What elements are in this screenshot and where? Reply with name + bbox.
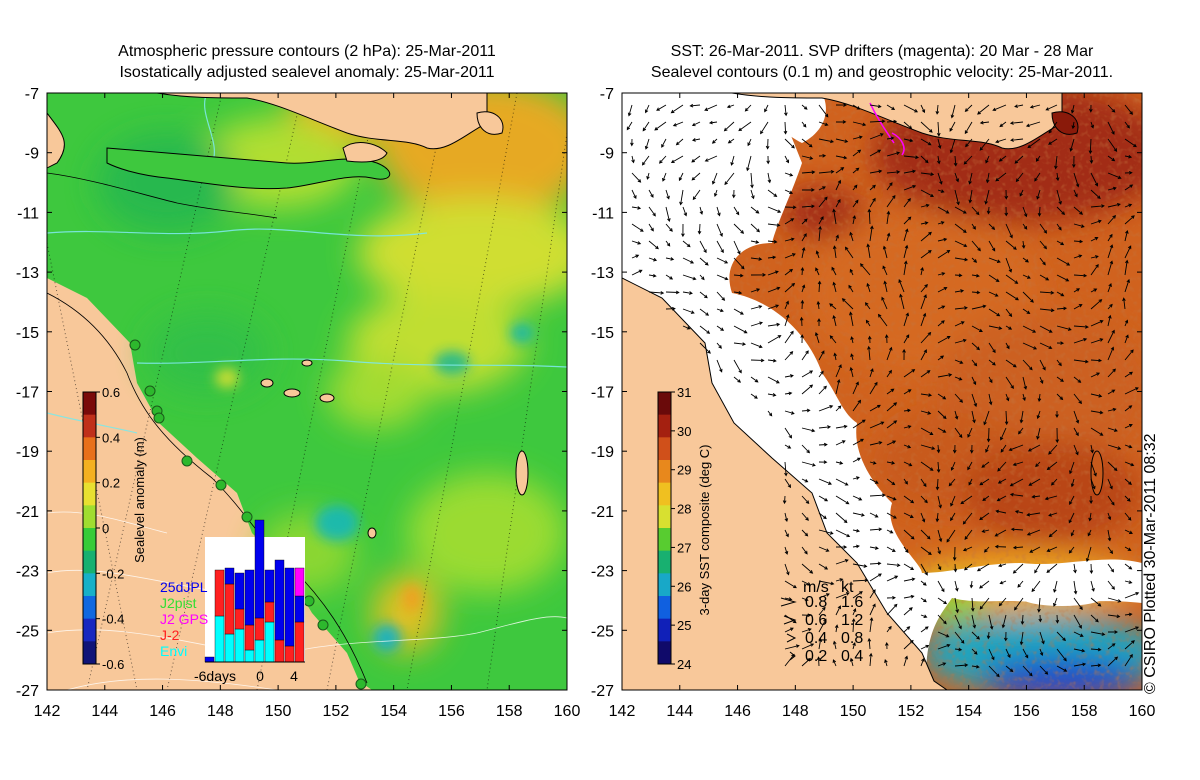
x-tick-label: 154 <box>955 703 982 720</box>
y-tick-label: -7 <box>25 86 39 103</box>
y-tick-label: -19 <box>591 444 614 461</box>
y-tick-label: -27 <box>591 683 614 700</box>
x-tick-label: 146 <box>149 703 176 720</box>
y-tick-label: -15 <box>16 325 39 342</box>
x-tick-label: 150 <box>265 703 292 720</box>
x-tick-label: 148 <box>207 703 234 720</box>
x-tick-label: 152 <box>898 703 925 720</box>
x-tick-label: 142 <box>609 703 636 720</box>
y-tick-label: -13 <box>16 265 39 282</box>
x-tick-label: 160 <box>1129 703 1156 720</box>
right-title-line1: SST: 26-Mar-2011. SVP drifters (magenta)… <box>670 43 1094 60</box>
y-tick-label: -9 <box>25 146 39 163</box>
y-tick-label: -9 <box>600 146 614 163</box>
left-title-line2: Isostatically adjusted sealevel anomaly:… <box>119 64 495 81</box>
x-tick-label: 156 <box>1013 703 1040 720</box>
y-tick-label: -13 <box>591 265 614 282</box>
y-tick-label: -7 <box>600 86 614 103</box>
left-title-line1: Atmospheric pressure contours (2 hPa): 2… <box>118 43 496 60</box>
x-tick-label: 160 <box>554 703 581 720</box>
y-tick-label: -21 <box>591 504 614 521</box>
y-tick-label: -11 <box>592 205 614 222</box>
y-tick-label: -15 <box>591 325 614 342</box>
y-tick-label: -19 <box>16 444 39 461</box>
credit-text: © CSIRO Plotted 30-Mar-2011 08:32 <box>1142 433 1159 694</box>
y-tick-label: -23 <box>16 564 39 581</box>
y-tick-label: -23 <box>591 564 614 581</box>
y-tick-label: -17 <box>16 385 39 402</box>
y-tick-label: -11 <box>17 205 39 222</box>
x-tick-label: 146 <box>724 703 751 720</box>
x-tick-label: 156 <box>438 703 465 720</box>
x-tick-label: 148 <box>782 703 809 720</box>
y-tick-label: -21 <box>16 504 39 521</box>
x-tick-label: 152 <box>323 703 350 720</box>
x-tick-label: 158 <box>1071 703 1098 720</box>
x-tick-label: 144 <box>91 703 118 720</box>
x-tick-label: 154 <box>380 703 407 720</box>
right-title-line2: Sealevel contours (0.1 m) and geostrophi… <box>650 64 1114 81</box>
x-tick-label: 142 <box>34 703 61 720</box>
sealevel-anomaly-map <box>47 93 567 690</box>
y-tick-label: -17 <box>591 385 614 402</box>
x-tick-label: 150 <box>840 703 867 720</box>
y-tick-label: -25 <box>16 623 39 640</box>
x-tick-label: 158 <box>496 703 523 720</box>
x-tick-label: 144 <box>666 703 693 720</box>
sst-map <box>622 93 1142 690</box>
y-tick-label: -27 <box>16 683 39 700</box>
y-tick-label: -25 <box>591 623 614 640</box>
